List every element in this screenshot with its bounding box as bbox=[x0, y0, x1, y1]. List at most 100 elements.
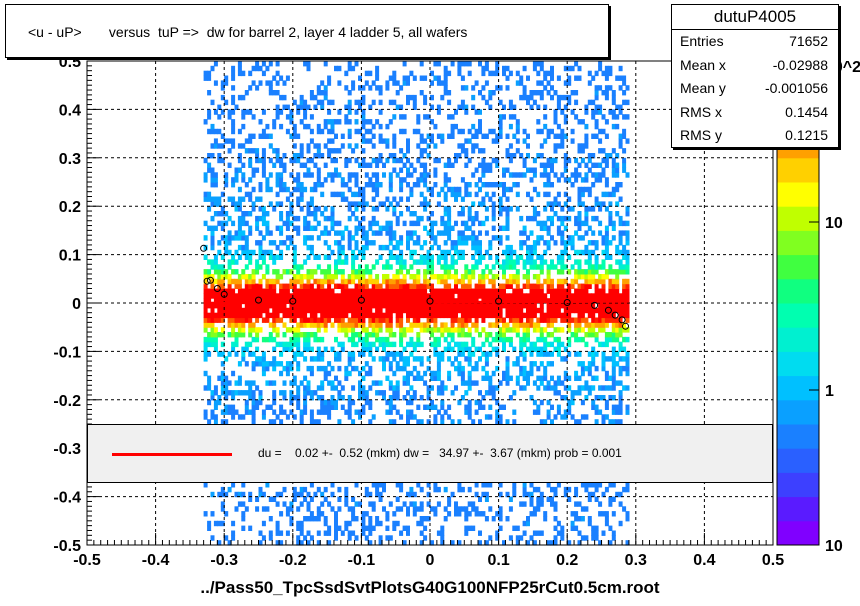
heatmap-cell bbox=[299, 530, 304, 536]
heatmap-cell bbox=[618, 133, 623, 139]
heatmap-cell bbox=[546, 409, 551, 415]
heatmap-cell bbox=[306, 61, 311, 67]
heatmap-cell bbox=[522, 486, 527, 493]
heatmap-cell bbox=[261, 157, 266, 164]
heatmap-cell bbox=[361, 365, 366, 372]
heatmap-cell bbox=[457, 278, 462, 285]
heatmap-cell bbox=[334, 269, 338, 275]
heatmap-cell bbox=[330, 506, 335, 512]
heatmap-cell bbox=[406, 327, 410, 333]
heatmap-cell bbox=[532, 506, 537, 512]
heatmap-cell bbox=[615, 114, 620, 120]
heatmap-cell bbox=[330, 157, 335, 164]
heatmap-cell bbox=[320, 409, 325, 415]
heatmap-cell bbox=[299, 298, 304, 304]
heatmap-cell bbox=[220, 307, 225, 314]
heatmap-cell bbox=[580, 201, 585, 207]
heatmap-cell bbox=[334, 516, 338, 522]
heatmap-cell bbox=[292, 395, 297, 401]
heatmap-cell bbox=[471, 312, 476, 319]
heatmap-cell bbox=[443, 230, 448, 236]
heatmap-cell bbox=[378, 317, 383, 323]
heatmap-cell bbox=[306, 336, 311, 343]
heatmap-cell bbox=[574, 390, 579, 396]
heatmap-cell bbox=[574, 288, 579, 294]
heatmap-cell bbox=[584, 206, 589, 212]
heatmap-cell bbox=[471, 341, 476, 348]
heatmap-cell bbox=[457, 235, 462, 241]
heatmap-cell bbox=[207, 303, 212, 309]
heatmap-cell bbox=[563, 167, 568, 173]
heatmap-cell bbox=[351, 298, 356, 304]
heatmap-cell bbox=[546, 230, 551, 236]
heatmap-cell bbox=[464, 288, 469, 294]
heatmap-cell bbox=[313, 254, 318, 260]
heatmap-cell bbox=[515, 191, 520, 198]
heatmap-cell bbox=[536, 530, 541, 536]
heatmap-cell bbox=[532, 293, 537, 299]
heatmap-cell bbox=[543, 259, 548, 265]
heatmap-cell bbox=[303, 336, 308, 343]
heatmap-cell bbox=[251, 274, 256, 280]
heatmap-cell bbox=[299, 196, 304, 202]
heatmap-cell bbox=[587, 361, 592, 367]
heatmap-cell bbox=[272, 336, 277, 343]
heatmap-cell bbox=[309, 225, 314, 231]
heatmap-cell bbox=[512, 288, 517, 294]
heatmap-cell bbox=[213, 201, 218, 207]
heatmap-cell bbox=[591, 162, 596, 168]
heatmap-cell bbox=[402, 525, 407, 531]
heatmap-cell bbox=[402, 303, 407, 309]
heatmap-cell bbox=[443, 283, 448, 289]
heatmap-cell bbox=[587, 99, 592, 106]
heatmap-cell bbox=[399, 283, 404, 289]
heatmap-cell bbox=[505, 215, 510, 222]
heatmap-cell bbox=[519, 240, 524, 246]
heatmap-cell bbox=[385, 196, 390, 202]
heatmap-cell bbox=[464, 61, 469, 67]
heatmap-cell bbox=[474, 240, 479, 246]
heatmap-cell bbox=[467, 327, 472, 333]
heatmap-cell bbox=[361, 215, 366, 222]
heatmap-cell bbox=[285, 269, 290, 275]
heatmap-cell bbox=[399, 303, 404, 309]
heatmap-cell bbox=[299, 332, 304, 338]
heatmap-cell bbox=[416, 298, 421, 304]
heatmap-cell bbox=[598, 317, 603, 323]
heatmap-cell bbox=[508, 254, 513, 260]
heatmap-cell bbox=[299, 206, 304, 212]
heatmap-cell bbox=[467, 61, 472, 67]
heatmap-cell bbox=[368, 540, 373, 546]
heatmap-cell bbox=[344, 196, 349, 202]
heatmap-cell bbox=[409, 322, 414, 328]
heatmap-cell bbox=[234, 506, 239, 512]
heatmap-cell bbox=[567, 215, 572, 222]
heatmap-cell bbox=[375, 278, 380, 285]
heatmap-cell bbox=[498, 404, 503, 410]
heatmap-cell bbox=[604, 375, 609, 381]
heatmap-cell bbox=[268, 530, 273, 536]
heatmap-cell bbox=[392, 511, 397, 517]
heatmap-cell bbox=[303, 496, 308, 502]
heatmap-cell bbox=[443, 336, 448, 343]
heatmap-cell bbox=[364, 399, 369, 406]
heatmap-cell bbox=[522, 530, 527, 536]
heatmap-cell bbox=[272, 90, 277, 96]
heatmap-cell bbox=[471, 365, 476, 372]
heatmap-cell bbox=[526, 167, 530, 173]
heatmap-cell bbox=[604, 370, 609, 377]
heatmap-cell bbox=[392, 70, 397, 77]
heatmap-cell bbox=[471, 94, 476, 101]
heatmap-cell bbox=[289, 206, 294, 212]
heatmap-cell bbox=[430, 540, 434, 546]
heatmap-cell bbox=[244, 298, 249, 304]
heatmap-cell bbox=[334, 399, 338, 406]
heatmap-cell bbox=[265, 312, 270, 319]
heatmap-cell bbox=[594, 70, 599, 77]
heatmap-cell bbox=[354, 225, 359, 231]
heatmap-cell bbox=[419, 312, 424, 319]
heatmap-cell bbox=[258, 65, 263, 72]
heatmap-cell bbox=[550, 65, 554, 72]
heatmap-cell bbox=[237, 283, 242, 289]
heatmap-cell bbox=[426, 390, 431, 396]
